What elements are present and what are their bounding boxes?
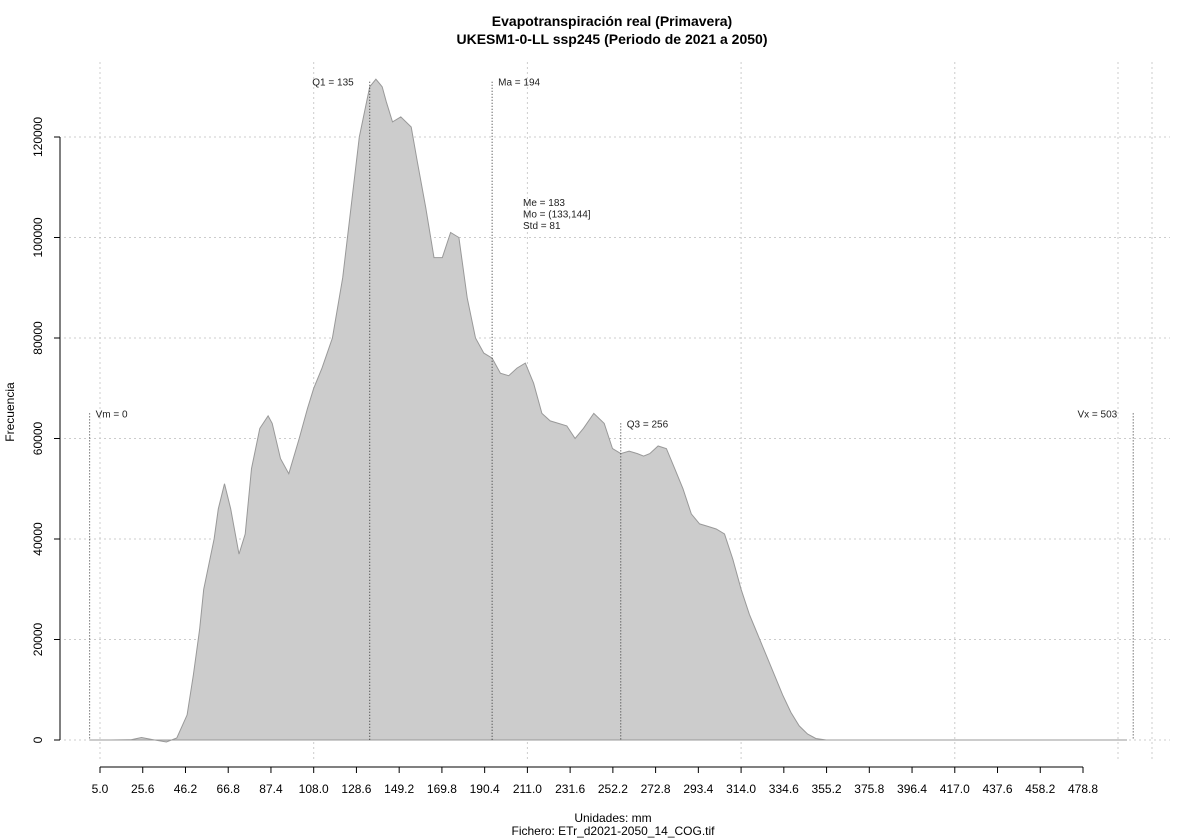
file-caption: Fichero: ETr_d2021-2050_14_COG.tif [512,824,716,838]
y-tick-label: 0 [31,736,45,743]
x-tick-label: 334.6 [769,782,799,796]
y-tick-label: 40000 [31,522,45,556]
y-axis-label: Frecuencia [3,382,17,442]
y-tick-label: 60000 [31,421,45,455]
x-tick-label: 293.4 [683,782,713,796]
y-tick-label: 20000 [31,622,45,656]
x-tick-label: 231.6 [555,782,585,796]
x-tick-label: 252.2 [598,782,628,796]
y-tick-label: 100000 [31,217,45,257]
x-tick-label: 25.6 [131,782,155,796]
x-tick-label: 458.2 [1025,782,1055,796]
x-tick-label: 437.6 [983,782,1013,796]
x-tick-label: 355.2 [812,782,842,796]
reference-line-label: Ma = 194 [498,78,540,89]
chart-subtitle: UKESM1-0-LL ssp245 (Periodo de 2021 a 20… [457,31,768,47]
x-tick-label: 272.8 [641,782,671,796]
x-tick-label: 314.0 [726,782,756,796]
x-tick-label: 149.2 [384,782,414,796]
stat-label: Me = 183 [523,198,565,209]
x-tick-label: 478.8 [1068,782,1098,796]
x-tick-label: 108.0 [299,782,329,796]
y-tick-label: 120000 [31,117,45,157]
x-tick-label: 46.2 [174,782,198,796]
reference-line-label: Vx = 503 [1077,409,1117,420]
stat-label: Mo = (133,144] [523,210,591,221]
x-axis: 5.0 25.6 46.2 66.8 87.4 108.0 128.6 149.2 169.8 1… [92,766,1098,796]
x-tick-label: 190.4 [470,782,500,796]
x-axis-label: Unidades: mm [574,811,651,825]
y-tick-label: 80000 [31,321,45,355]
x-tick-label: 396.4 [897,782,927,796]
stat-label: Std = 81 [523,221,561,232]
x-tick-label: 87.4 [259,782,283,796]
x-tick-label: 211.0 [513,782,542,796]
x-tick-label: 66.8 [217,782,241,796]
x-tick-label: 5.0 [92,782,109,796]
x-tick-label: 128.6 [341,782,371,796]
x-tick-label: 417.0 [940,782,970,796]
y-axis: 0 20000 40000 60000 80000 100000 120000 [31,117,61,743]
x-tick-label: 375.8 [854,782,884,796]
x-tick-label: 169.8 [427,782,457,796]
reference-line-label: Vm = 0 [96,409,128,420]
chart-title: Evapotranspiración real (Primavera) [492,13,732,29]
plot-area [89,78,1127,743]
reference-lines: Vm = 0 Q1 = 135 Ma = 194 Q3 = 256 Vx = 503 [89,78,1134,740]
density-area [89,78,1127,743]
reference-line-label: Q1 = 135 [312,78,354,89]
reference-line-label: Q3 = 256 [627,419,669,430]
